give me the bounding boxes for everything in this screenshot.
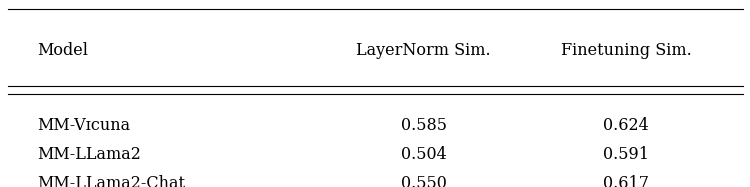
Text: 0.591: 0.591	[603, 146, 650, 163]
Text: Finetuning Sim.: Finetuning Sim.	[561, 42, 692, 59]
Text: MM-LLama2-Chat: MM-LLama2-Chat	[38, 175, 185, 187]
Text: MM-LLama2: MM-LLama2	[38, 146, 141, 163]
Text: 0.504: 0.504	[400, 146, 446, 163]
Text: 0.585: 0.585	[400, 117, 447, 134]
Text: 0.550: 0.550	[400, 175, 447, 187]
Text: 0.617: 0.617	[603, 175, 650, 187]
Text: LayerNorm Sim.: LayerNorm Sim.	[356, 42, 491, 59]
Text: 0.624: 0.624	[603, 117, 649, 134]
Text: Model: Model	[38, 42, 88, 59]
Text: MM-Vɪcuna: MM-Vɪcuna	[38, 117, 130, 134]
